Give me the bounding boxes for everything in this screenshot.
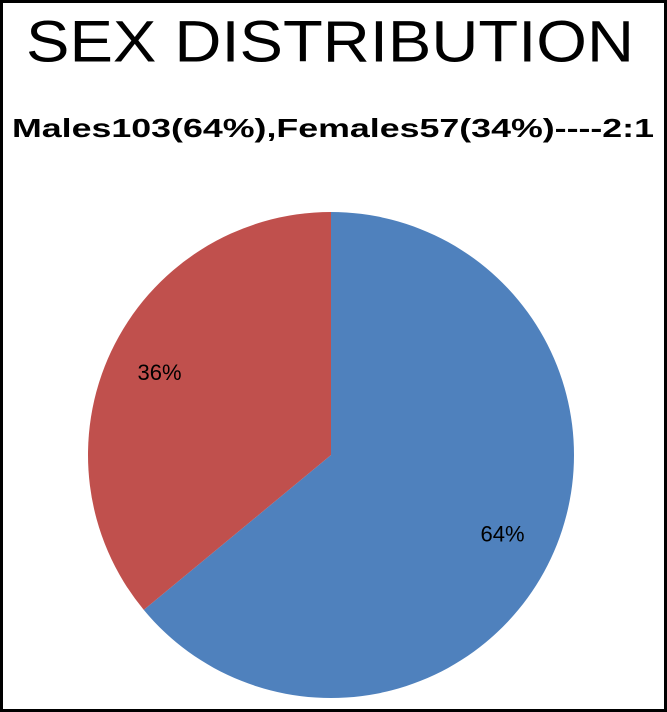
pie-slice bbox=[143, 212, 574, 699]
data-label: 64% bbox=[480, 522, 524, 547]
data-label: 36% bbox=[137, 360, 181, 385]
chart-title: SEX DISTRIBUTION bbox=[26, 9, 634, 74]
pie-slice bbox=[88, 211, 332, 610]
chart-subtitle: Males103(64%),Females57(34%)----2:1 bbox=[12, 113, 654, 143]
